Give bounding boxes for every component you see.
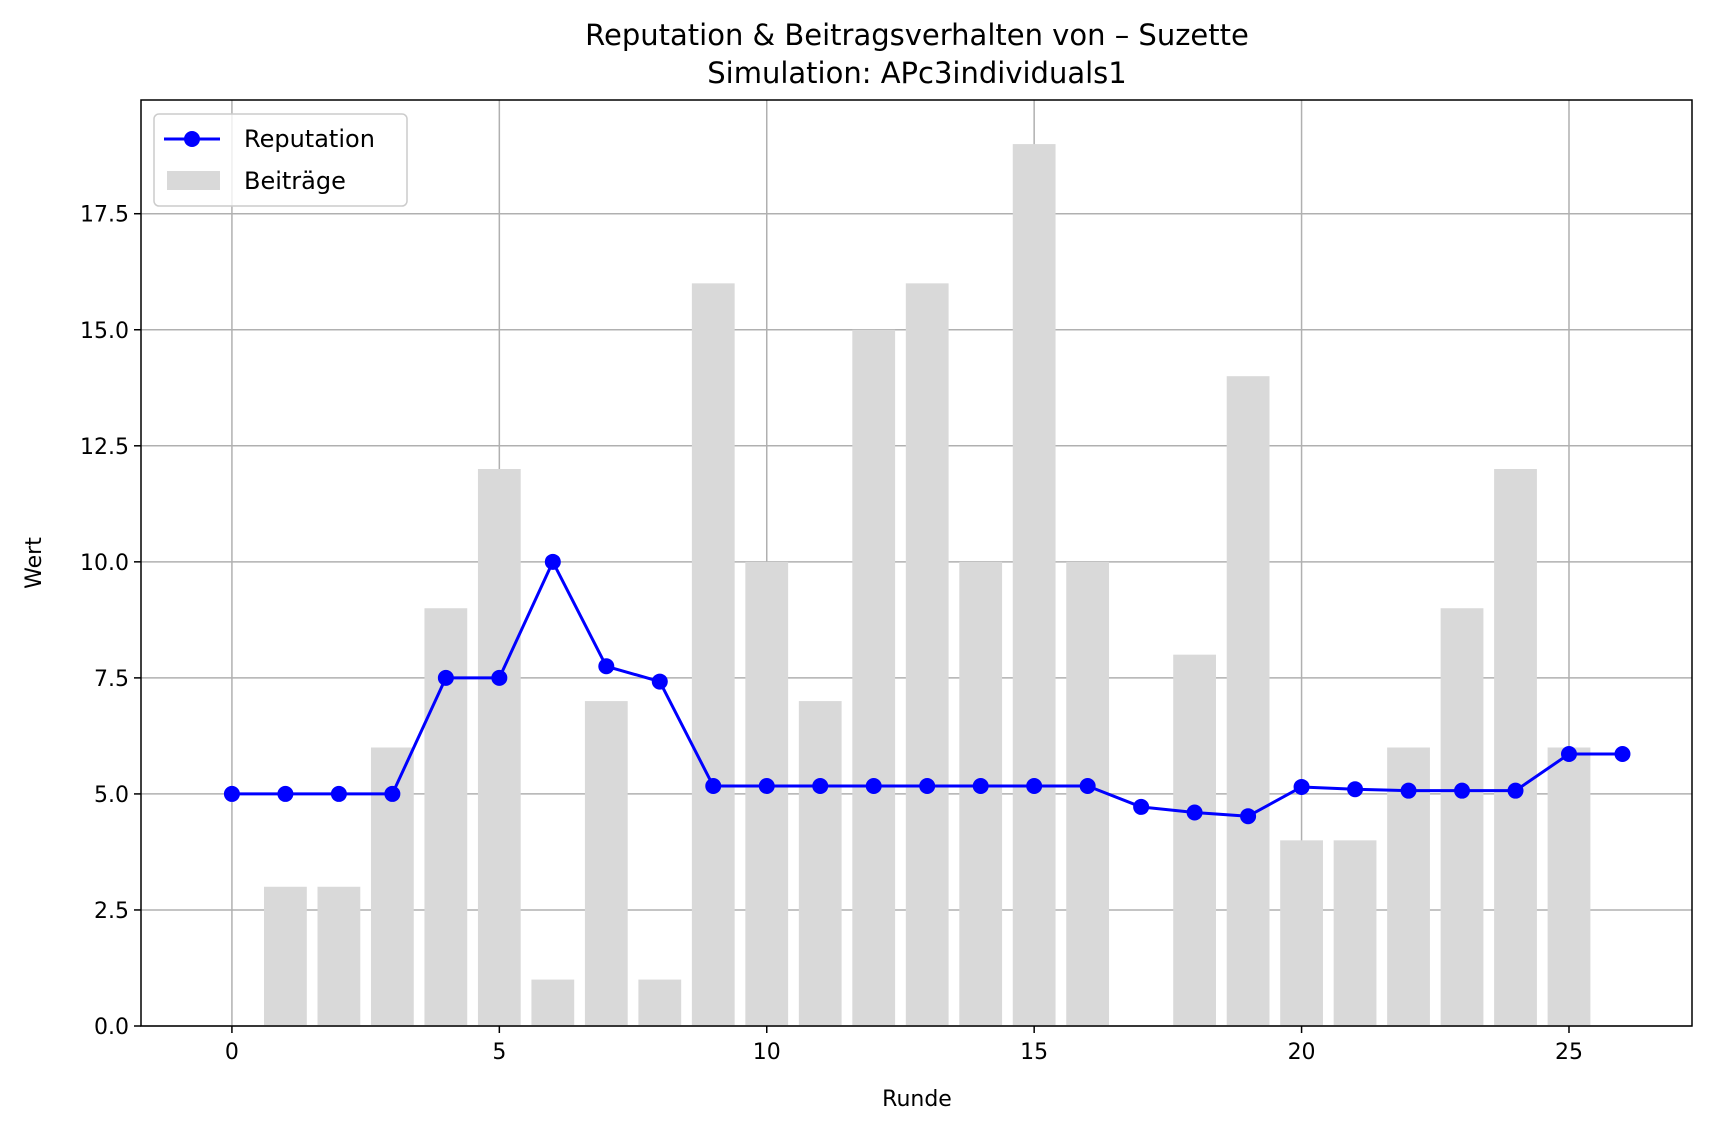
bar (1547, 747, 1591, 1026)
x-tick-label: 0 (225, 1040, 239, 1065)
reputation-point (330, 785, 347, 802)
reputation-point (1133, 798, 1150, 815)
legend: Reputation Beiträge (153, 113, 408, 207)
bar (691, 283, 735, 1026)
y-axis-label: Wert (22, 537, 47, 589)
x-axis-label: Runde (882, 1087, 952, 1112)
legend-bar-swatch (167, 171, 220, 190)
plot-area-frame (140, 99, 1693, 1027)
reputation-point (651, 673, 668, 690)
reputation-point (1614, 746, 1631, 763)
legend-label-reputation: Reputation (244, 125, 375, 153)
reputation-point (865, 778, 882, 795)
reputation-point (972, 778, 989, 795)
x-tick-label: 15 (1020, 1040, 1048, 1065)
bar-series-beitraege (264, 144, 1591, 1027)
reputation-point (1079, 778, 1096, 795)
bar (1333, 840, 1377, 1026)
reputation-point (1240, 808, 1257, 825)
x-tick-label: 25 (1555, 1040, 1583, 1065)
legend-label-beitraege: Beiträge (244, 167, 346, 195)
y-tick-label: 17.5 (80, 203, 129, 228)
bar (1440, 608, 1484, 1026)
reputation-point (1400, 782, 1417, 799)
bar (1012, 144, 1056, 1027)
reputation-point (1454, 782, 1471, 799)
bar (1226, 376, 1270, 1027)
y-tick-label: 2.5 (94, 899, 129, 924)
reputation-point (544, 553, 561, 570)
reputation-point (1293, 778, 1310, 795)
reputation-point (705, 778, 722, 795)
reputation-point (1186, 804, 1203, 821)
y-tick-label: 12.5 (80, 435, 129, 460)
reputation-point (812, 778, 829, 795)
x-tick-label: 20 (1288, 1040, 1316, 1065)
y-tick-label: 0.0 (94, 1015, 129, 1040)
bar (531, 979, 575, 1026)
reputation-point (1560, 746, 1577, 763)
bar (264, 886, 307, 1026)
reputation-point (919, 778, 936, 795)
reputation-point (758, 778, 775, 795)
bar (317, 886, 361, 1026)
y-tick-label: 10.0 (80, 551, 129, 576)
bar (477, 469, 521, 1026)
y-tick-label: 5.0 (94, 783, 129, 808)
legend-marker-swatch (184, 131, 200, 147)
bar (584, 701, 628, 1026)
x-axis-ticks: 0 5 10 15 20 25 (225, 1026, 1583, 1065)
line-series-reputation (223, 553, 1631, 825)
reputation-point (598, 658, 615, 675)
bar (1280, 840, 1323, 1026)
chart-subtitle: Simulation: APc3individuals1 (707, 56, 1126, 90)
bar (798, 701, 842, 1026)
reputation-point (277, 785, 294, 802)
bar (1173, 654, 1217, 1026)
reputation-point (437, 669, 454, 686)
y-tick-label: 15.0 (80, 319, 129, 344)
bar (905, 283, 949, 1026)
x-tick-label: 5 (492, 1040, 506, 1065)
chart-title: Reputation & Beitragsverhalten von – Suz… (585, 18, 1249, 52)
reputation-point (491, 669, 508, 686)
reputation-point (223, 785, 240, 802)
bar (852, 329, 896, 1026)
reputation-point (1347, 781, 1364, 798)
bar (1494, 469, 1537, 1026)
y-axis-ticks: 0.0 2.5 5.0 7.5 10.0 12.5 15.0 17.5 (80, 203, 141, 1040)
y-tick-label: 7.5 (94, 667, 129, 692)
reputation-point (1507, 782, 1524, 799)
reputation-point (1026, 778, 1043, 795)
x-tick-label: 10 (753, 1040, 781, 1065)
bar (638, 979, 682, 1026)
reputation-point (384, 785, 401, 802)
